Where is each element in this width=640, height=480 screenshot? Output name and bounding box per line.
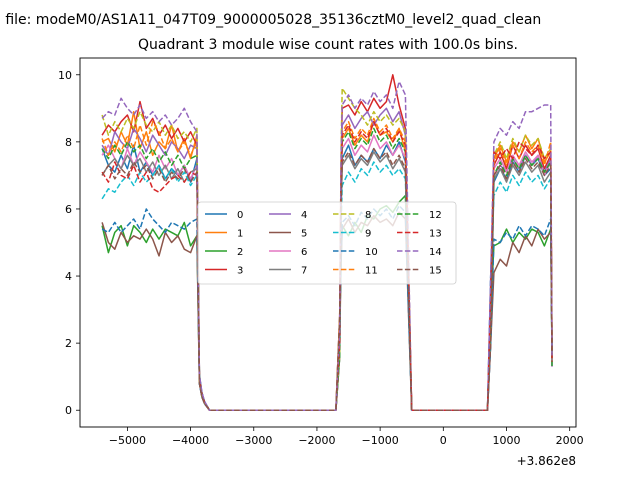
legend-label-6: 6 (301, 247, 307, 258)
legend-label-10: 10 (365, 247, 378, 258)
x-offset-label: +3.862e8 (517, 454, 576, 468)
legend-frame (197, 201, 457, 285)
x-tick-label: 2000 (556, 434, 584, 447)
y-tick-label: 4 (65, 270, 72, 283)
x-tick-label: −3000 (235, 434, 272, 447)
series-line-6 (101, 134, 553, 411)
x-tick-label: −1000 (362, 434, 399, 447)
legend-label-12: 12 (429, 210, 442, 221)
series-line-3 (101, 74, 553, 411)
series-line-14 (101, 80, 553, 411)
x-tick-label: −4000 (172, 434, 209, 447)
legend-label-7: 7 (301, 266, 307, 277)
legend-label-8: 8 (365, 210, 371, 221)
axes-frame (79, 57, 577, 428)
series-line-12 (101, 127, 553, 411)
x-axis: −5000 −4000 −3000 −2000 −1000 0 1000 2000 (109, 427, 584, 447)
legend-label-0: 0 (237, 210, 243, 221)
x-tick-label: −2000 (298, 434, 335, 447)
x-tick-label: 1000 (492, 434, 520, 447)
legend-label-4: 4 (301, 210, 307, 221)
legend-label-9: 9 (365, 229, 371, 240)
series-line-11 (101, 117, 553, 411)
series-line-13 (101, 120, 553, 411)
x-tick-label: 0 (440, 434, 447, 447)
x-tick-label: −5000 (109, 434, 146, 447)
series-line-9 (101, 161, 553, 411)
legend-label-11: 11 (365, 266, 378, 277)
series-layer (101, 74, 553, 411)
series-line-7 (101, 151, 553, 411)
figure-suptitle: n file: modeM0/AS1A11_047T09_9000005028_… (0, 12, 541, 28)
legend-label-2: 2 (237, 247, 243, 258)
legend-label-13: 13 (429, 229, 442, 240)
y-tick-label: 6 (65, 203, 72, 216)
legend-label-3: 3 (237, 266, 243, 277)
series-line-0 (101, 141, 553, 411)
series-line-8 (101, 87, 553, 411)
y-tick-label: 10 (58, 69, 72, 82)
legend-label-1: 1 (237, 229, 243, 240)
y-axis: 0 2 4 6 8 10 (58, 69, 80, 417)
chart-title: Quadrant 3 module wise count rates with … (138, 37, 518, 53)
y-tick-label: 8 (65, 136, 72, 149)
series-line-15 (101, 147, 553, 411)
legend-label-14: 14 (429, 247, 442, 258)
y-tick-label: 0 (65, 404, 72, 417)
legend-label-5: 5 (301, 229, 307, 240)
y-tick-label: 2 (65, 337, 72, 350)
legend-label-15: 15 (429, 266, 442, 277)
